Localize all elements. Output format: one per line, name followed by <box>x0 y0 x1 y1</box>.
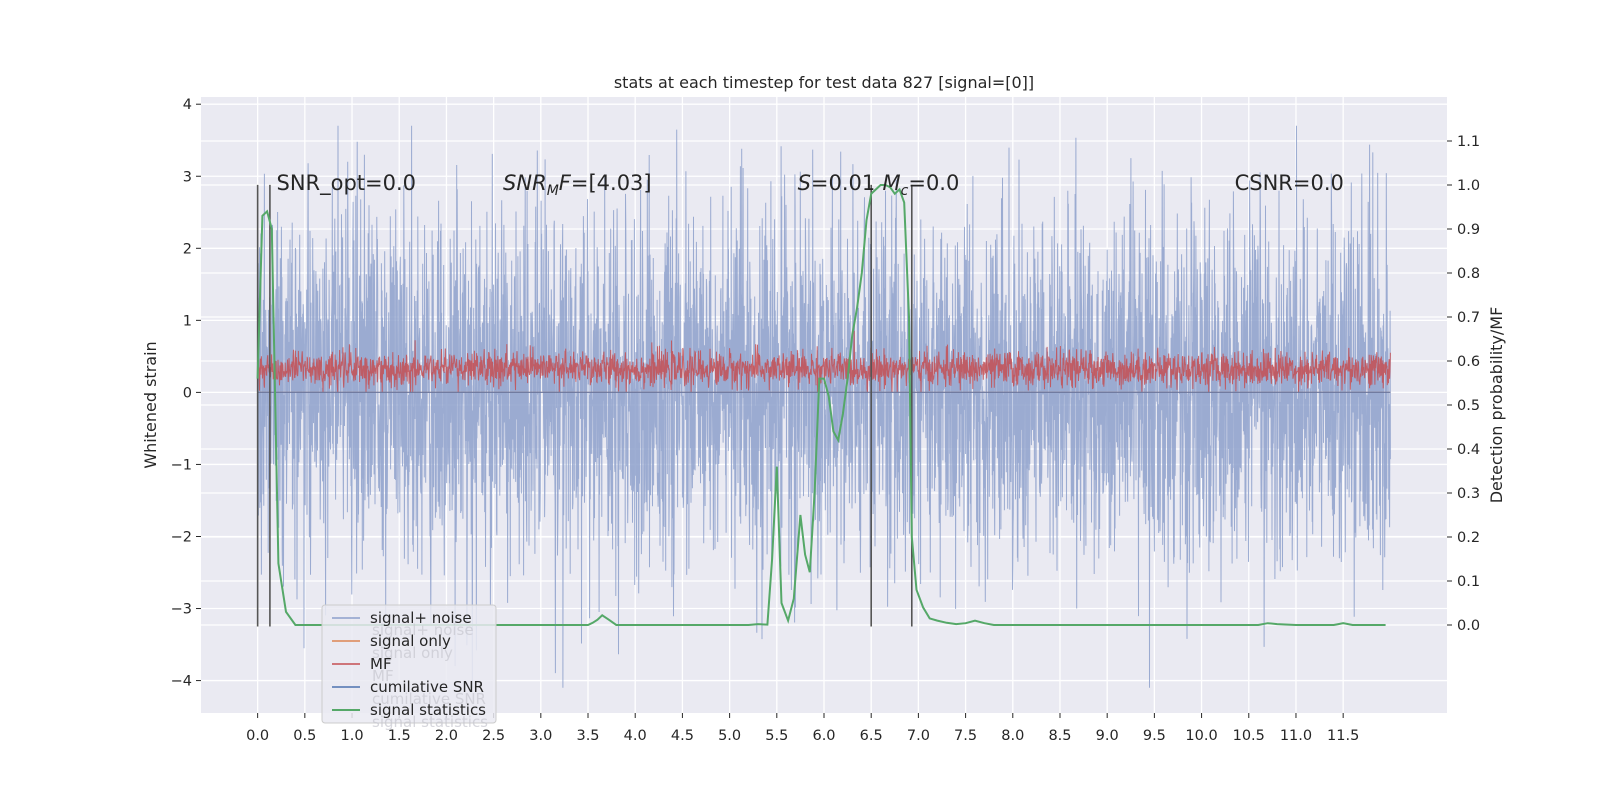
annotation-s-stat-value: =0.01 <box>811 171 875 195</box>
vertical-markers <box>256 184 913 627</box>
right-y-tick-label-3: 0.3 <box>1457 486 1480 502</box>
legend-ghost-label-3: cumilative SNR <box>372 690 486 708</box>
x-tick-label-4: 2.0 <box>435 728 458 744</box>
x-tick-label-9: 4.5 <box>671 728 694 744</box>
left-y-tick-label-7: 3 <box>183 169 192 185</box>
annotation-mc-value: =0.0 <box>908 171 959 195</box>
x-tick-label-14: 7.0 <box>907 728 930 744</box>
series-line-signal-noise <box>257 125 1391 688</box>
annotation-s-stat-base: S <box>798 171 811 195</box>
y-axis-label-left: Whitened strain <box>141 341 160 468</box>
annotation-snr-mf-sub: M <box>547 183 559 199</box>
legend-ghost-label-2: MF <box>372 667 394 685</box>
y-axis-label-right: Detection probability/MF <box>1487 307 1506 504</box>
right-y-tick-label-10: 1.0 <box>1457 178 1480 194</box>
x-tick-label-1: 0.5 <box>293 728 316 744</box>
right-y-tick-label-2: 0.2 <box>1457 530 1480 546</box>
legend-label-3: cumilative SNR <box>370 678 484 696</box>
annotation-s-stat: S=0.01 <box>798 171 876 195</box>
right-y-tick-label-11: 1.1 <box>1457 134 1480 150</box>
x-tick-label-5: 2.5 <box>482 728 505 744</box>
right-y-tick-label-8: 0.8 <box>1457 266 1480 282</box>
x-tick-label-21: 10.5 <box>1233 728 1265 744</box>
series-mf <box>257 330 1391 393</box>
left-y-ticks: −4 −3 −2 −1 0 1 2 3 4 <box>171 97 201 690</box>
annotation-snr-mf-after-sub: F <box>559 171 572 195</box>
legend-label-0: signal+ noise <box>370 609 472 627</box>
x-tick-label-2: 1.0 <box>340 728 363 744</box>
series-line-signal-statistics <box>256 184 1386 626</box>
x-tick-label-20: 10.0 <box>1185 728 1217 744</box>
x-ticks: 0.0 0.5 1.0 1.5 2.0 2.5 3.0 3.5 4.0 4.5 5.0 5.5 6.0 6… <box>246 713 1359 744</box>
legend-ghost-label-1: signal only <box>372 644 453 662</box>
x-tick-label-10: 5.0 <box>718 728 741 744</box>
left-y-tick-label-2: −2 <box>171 529 192 545</box>
x-tick-label-13: 6.5 <box>860 728 883 744</box>
left-y-tick-label-4: 0 <box>183 385 192 401</box>
annotation-mc-base: M <box>883 171 901 195</box>
x-tick-label-8: 4.0 <box>624 728 647 744</box>
left-y-tick-label-6: 2 <box>183 241 192 257</box>
legend-label-4: signal statistics <box>370 701 486 719</box>
x-tick-label-15: 7.5 <box>954 728 977 744</box>
right-y-tick-label-9: 0.9 <box>1457 222 1480 238</box>
x-tick-label-17: 8.5 <box>1048 728 1071 744</box>
chart-title: stats at each timestep for test data 827… <box>614 73 1034 92</box>
left-y-tick-label-3: −1 <box>171 457 192 473</box>
series-signal-statistics <box>256 184 1386 626</box>
x-tick-label-6: 3.0 <box>529 728 552 744</box>
right-y-tick-label-4: 0.4 <box>1457 442 1480 458</box>
right-y-ticks: 0.0 0.1 0.2 0.3 0.4 0.5 0.6 0.7 0.8 0.9 1.0 1.1 <box>1447 134 1480 634</box>
annotation-snr-opt: SNR_opt=0.0 <box>277 171 417 196</box>
left-y-tick-label-1: −3 <box>171 602 192 618</box>
x-tick-label-3: 1.5 <box>388 728 411 744</box>
annotation-snr-mf: SNRMF=[4.03] <box>503 171 652 199</box>
annotation-snr-mf-value: =[4.03] <box>571 171 652 195</box>
x-tick-label-23: 11.5 <box>1327 728 1359 744</box>
right-y-tick-label-6: 0.6 <box>1457 354 1480 370</box>
annotation-mc-sub: c <box>901 183 909 199</box>
right-y-tick-label-1: 0.1 <box>1457 574 1480 590</box>
x-tick-label-7: 3.5 <box>576 728 599 744</box>
annotation-snr-mf-base: SNR <box>503 171 547 195</box>
x-tick-label-18: 9.0 <box>1096 728 1119 744</box>
legend-box <box>321 604 497 724</box>
legend-ghost-label-4: signal statistics <box>372 713 488 731</box>
legend-label-2: MF <box>370 655 392 673</box>
left-y-tick-label-8: 4 <box>183 97 192 113</box>
right-y-tick-label-7: 0.7 <box>1457 310 1480 326</box>
left-y-tick-label-0: −4 <box>171 674 192 690</box>
annotation-csnr: CSNR=0.0 <box>1235 171 1344 195</box>
legend-label-1: signal only <box>370 632 451 650</box>
x-tick-label-0: 0.0 <box>246 728 269 744</box>
x-tick-label-12: 6.0 <box>812 728 835 744</box>
right-y-tick-label-5: 0.5 <box>1457 398 1480 414</box>
x-tick-label-19: 9.5 <box>1143 728 1166 744</box>
x-tick-label-16: 8.0 <box>1001 728 1024 744</box>
x-tick-label-22: 11.0 <box>1280 728 1312 744</box>
annotations: SNR_opt=0.0 SNRMF=[4.03] S=0.01 Mc=0.0 C… <box>277 171 1344 199</box>
annotation-mc: Mc=0.0 <box>883 171 960 199</box>
legend-ghost-label-0: signal+ noise <box>372 621 474 639</box>
right-y-tick-label-0: 0.0 <box>1457 618 1480 634</box>
series-line-mf <box>257 330 1391 393</box>
left-y-tick-label-5: 1 <box>183 313 192 329</box>
x-tick-label-11: 5.5 <box>765 728 788 744</box>
series-signal-noise <box>257 125 1391 688</box>
